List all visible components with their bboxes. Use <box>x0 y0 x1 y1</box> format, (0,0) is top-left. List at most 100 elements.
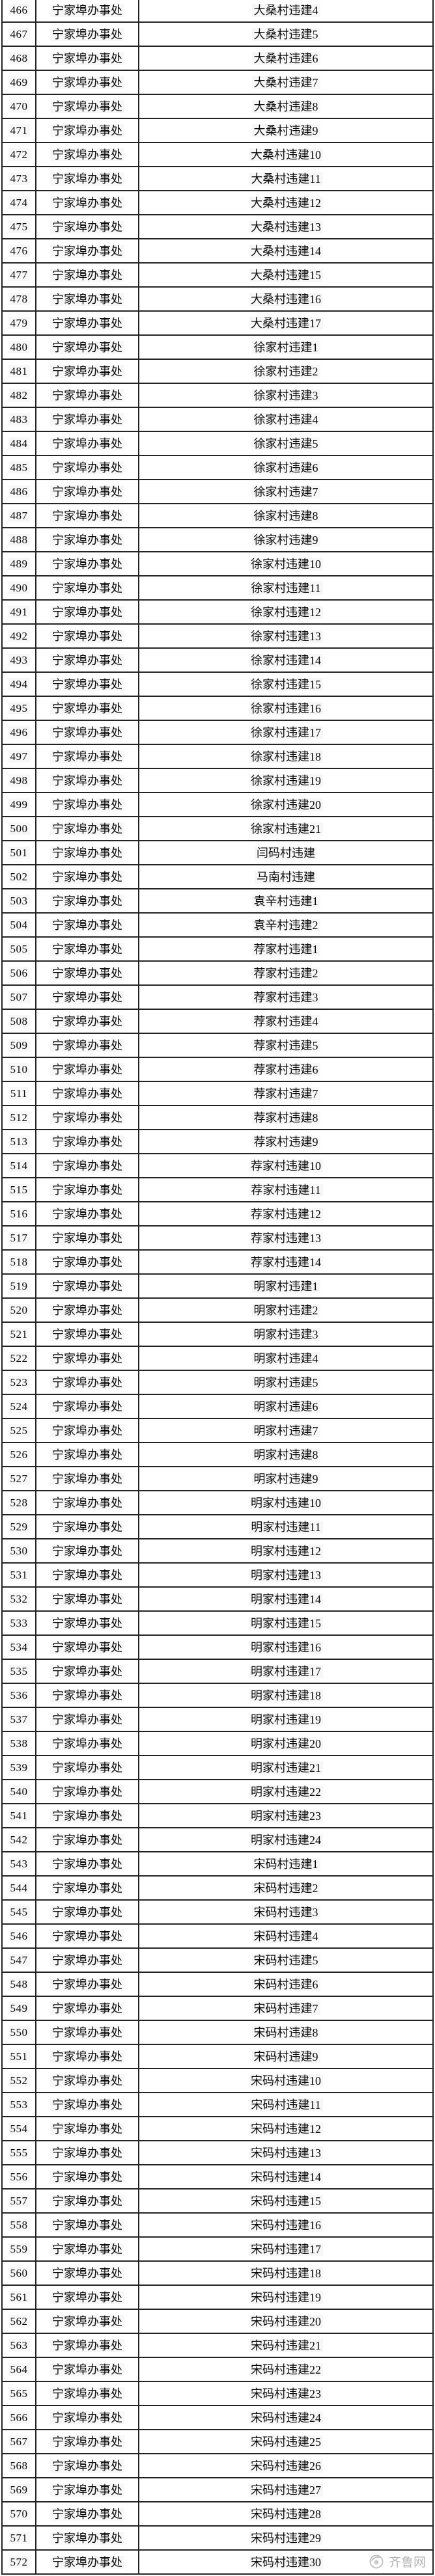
row-number-cell: 492 <box>1 623 36 649</box>
office-cell: 宁家埠办事处 <box>35 2549 139 2575</box>
row-number-cell-text: 481 <box>8 365 30 377</box>
office-cell-text: 宁家埠办事处 <box>50 1183 124 1197</box>
project-cell-text: 宋码村违建1 <box>251 1857 320 1871</box>
table-row: 487 宁家埠办事处 徐家村违建8 <box>1 503 434 528</box>
row-number-cell: 505 <box>1 936 36 962</box>
project-cell: 大桑村违建8 <box>138 94 434 119</box>
office-cell: 宁家埠办事处 <box>35 214 139 239</box>
office-cell-text: 宁家埠办事处 <box>50 2266 124 2280</box>
row-number-cell: 471 <box>1 118 36 143</box>
row-number-cell: 554 <box>1 2116 36 2141</box>
row-number-cell: 503 <box>1 888 36 914</box>
project-cell: 明家村违建22 <box>138 1779 434 1804</box>
office-cell-text: 宁家埠办事处 <box>50 3 124 17</box>
row-number-cell-text: 468 <box>8 52 30 64</box>
office-cell-text: 宁家埠办事处 <box>50 1592 124 1606</box>
project-cell: 明家村违建14 <box>138 1586 434 1612</box>
row-number-cell: 555 <box>1 2140 36 2165</box>
table-row: 566 宁家埠办事处 宋码村违建24 <box>1 2405 434 2430</box>
project-cell-text: 荐家村违建4 <box>251 1014 320 1028</box>
row-number-cell: 569 <box>1 2477 36 2502</box>
office-cell-text: 宁家埠办事处 <box>50 557 124 571</box>
project-cell-text: 大桑村违建9 <box>251 124 320 137</box>
table-row: 534 宁家埠办事处 明家村违建16 <box>1 1634 434 1660</box>
project-cell-text: 宋码村违建23 <box>249 2387 323 2400</box>
office-cell-text: 宁家埠办事处 <box>50 1905 124 1919</box>
row-number-cell-text: 492 <box>8 630 30 642</box>
table-row: 540 宁家埠办事处 明家村违建22 <box>1 1779 434 1804</box>
office-cell-text: 宁家埠办事处 <box>50 316 124 330</box>
office-cell: 宁家埠办事处 <box>35 960 139 986</box>
project-cell-text: 荐家村违建11 <box>249 1183 323 1197</box>
project-cell-text: 明家村违建19 <box>249 1713 323 1726</box>
office-cell-text: 宁家埠办事处 <box>50 220 124 234</box>
row-number-cell-text: 525 <box>8 1424 30 1437</box>
office-cell-text: 宁家埠办事处 <box>50 1159 124 1173</box>
office-cell: 宁家埠办事处 <box>35 840 139 865</box>
office-cell: 宁家埠办事处 <box>35 1225 139 1251</box>
table-row: 467 宁家埠办事处 大桑村违建5 <box>1 21 434 47</box>
project-cell: 宋码村违建7 <box>138 1996 434 2021</box>
row-number-cell-text: 493 <box>8 654 30 666</box>
row-number-cell: 496 <box>1 720 36 745</box>
table-row: 539 宁家埠办事处 明家村违建21 <box>1 1755 434 1780</box>
project-cell-text: 徐家村违建15 <box>249 677 323 691</box>
row-number-cell-text: 471 <box>8 124 30 137</box>
project-cell-text: 大桑村违建14 <box>249 244 323 258</box>
row-number-cell-text: 550 <box>8 2026 30 2039</box>
office-cell-text: 宁家埠办事处 <box>50 268 124 282</box>
row-number-cell: 571 <box>1 2525 36 2551</box>
office-cell: 宁家埠办事处 <box>35 190 139 215</box>
row-number-cell-text: 475 <box>8 221 30 233</box>
row-number-cell-text: 524 <box>8 1400 30 1413</box>
project-cell-text: 明家村违建20 <box>249 1737 323 1750</box>
project-cell-text: 明家村违建5 <box>251 1376 320 1389</box>
office-cell: 宁家埠办事处 <box>35 1177 139 1202</box>
office-cell-text: 宁家埠办事处 <box>50 100 124 113</box>
project-cell-text: 大桑村违建17 <box>249 316 323 330</box>
project-cell-text: 荐家村违建13 <box>249 1231 323 1245</box>
row-number-cell-text: 506 <box>8 967 30 979</box>
project-cell: 大桑村违建4 <box>138 0 434 23</box>
table-row: 543 宁家埠办事处 宋码村违建1 <box>1 1851 434 1877</box>
project-cell-text: 明家村违建6 <box>251 1400 320 1413</box>
row-number-cell: 489 <box>1 551 36 576</box>
office-cell: 宁家埠办事处 <box>35 575 139 601</box>
project-cell: 大桑村违建14 <box>138 238 434 264</box>
table-row: 518 宁家埠办事处 荐家村违建14 <box>1 1249 434 1275</box>
project-cell-text: 明家村违建21 <box>249 1761 323 1774</box>
office-cell: 宁家埠办事处 <box>35 1297 139 1323</box>
office-cell: 宁家埠办事处 <box>35 1129 139 1154</box>
project-cell: 大桑村违建15 <box>138 262 434 288</box>
table-row: 553 宁家埠办事处 宋码村违建11 <box>1 2092 434 2117</box>
row-number-cell-text: 515 <box>8 1184 30 1196</box>
office-cell: 宁家埠办事处 <box>35 792 139 817</box>
office-cell: 宁家埠办事处 <box>35 2525 139 2551</box>
project-cell: 宋码村违建3 <box>138 1899 434 1925</box>
office-cell-text: 宁家埠办事处 <box>50 1616 124 1630</box>
project-cell: 大桑村违建17 <box>138 310 434 336</box>
table-row: 524 宁家埠办事处 明家村违建6 <box>1 1394 434 1419</box>
row-number-cell: 490 <box>1 575 36 601</box>
row-number-cell: 475 <box>1 214 36 239</box>
office-cell-text: 宁家埠办事处 <box>50 2339 124 2352</box>
project-cell-text: 宋码村违建28 <box>249 2507 323 2521</box>
row-number-cell-text: 467 <box>8 28 30 40</box>
project-cell: 明家村违建12 <box>138 1538 434 1564</box>
project-cell: 明家村违建17 <box>138 1659 434 1684</box>
project-cell: 宋码村违建11 <box>138 2092 434 2117</box>
row-number-cell: 485 <box>1 455 36 480</box>
row-number-cell: 518 <box>1 1249 36 1275</box>
row-number-cell: 498 <box>1 768 36 793</box>
project-cell-text: 宋码村违建7 <box>251 2001 320 2015</box>
office-cell-text: 宁家埠办事处 <box>50 2026 124 2039</box>
table-row: 537 宁家埠办事处 明家村违建19 <box>1 1707 434 1732</box>
row-number-cell: 468 <box>1 46 36 71</box>
project-cell-text: 明家村违建24 <box>249 1833 323 1847</box>
row-number-cell-text: 531 <box>8 1569 30 1581</box>
project-cell-text: 荐家村违建14 <box>249 1255 323 1269</box>
row-number-cell: 484 <box>1 431 36 456</box>
row-number-cell-text: 536 <box>8 1689 30 1702</box>
row-number-cell: 480 <box>1 334 36 360</box>
project-cell: 明家村违建3 <box>138 1322 434 1347</box>
